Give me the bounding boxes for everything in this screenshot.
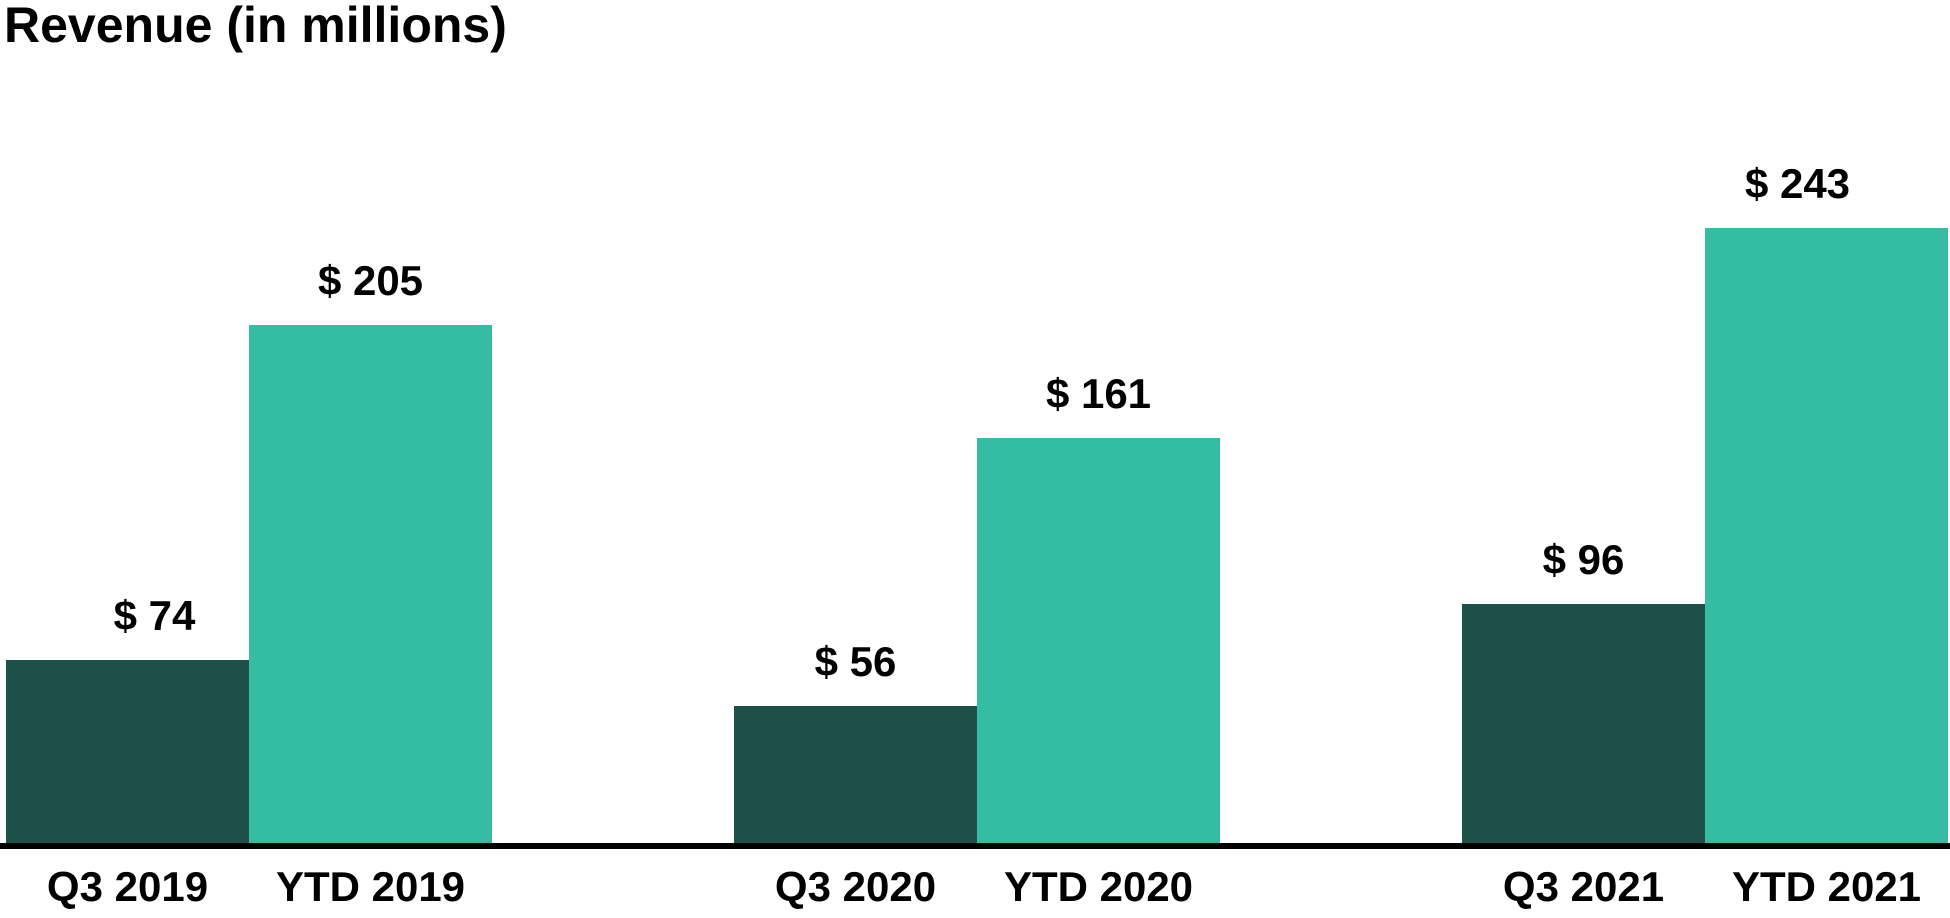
bar-value-label-ytd-2021: $ 243	[1744, 160, 1851, 207]
bar-q3-2021	[1462, 604, 1705, 849]
x-axis-label-ytd-2021: YTD 2021	[1731, 863, 1922, 910]
x-axis-label-ytd-2019: YTD 2019	[275, 863, 466, 910]
chart-title: Revenue (in millions)	[4, 0, 507, 53]
bar-q3-2020	[734, 706, 977, 849]
bar-q3-2019	[6, 660, 249, 849]
x-axis-label-ytd-2020: YTD 2020	[1003, 863, 1194, 910]
bar-value-label-q3-2020: $ 56	[814, 638, 897, 685]
bar-value-label-ytd-2020: $ 161	[1045, 370, 1152, 417]
bar-value-label-ytd-2019: $ 205	[317, 257, 424, 304]
bar-ytd-2020	[977, 438, 1220, 849]
bar-value-label-q3-2021: $ 96	[1542, 536, 1625, 583]
bar-value-label-q3-2019: $ 74	[113, 592, 196, 639]
x-axis-label-q3-2021: Q3 2021	[1502, 863, 1665, 910]
bar-ytd-2021	[1705, 228, 1948, 849]
x-axis-line	[0, 843, 1950, 849]
x-axis-label-q3-2019: Q3 2019	[46, 863, 209, 910]
x-axis-label-q3-2020: Q3 2020	[774, 863, 937, 910]
bar-ytd-2019	[249, 325, 492, 849]
